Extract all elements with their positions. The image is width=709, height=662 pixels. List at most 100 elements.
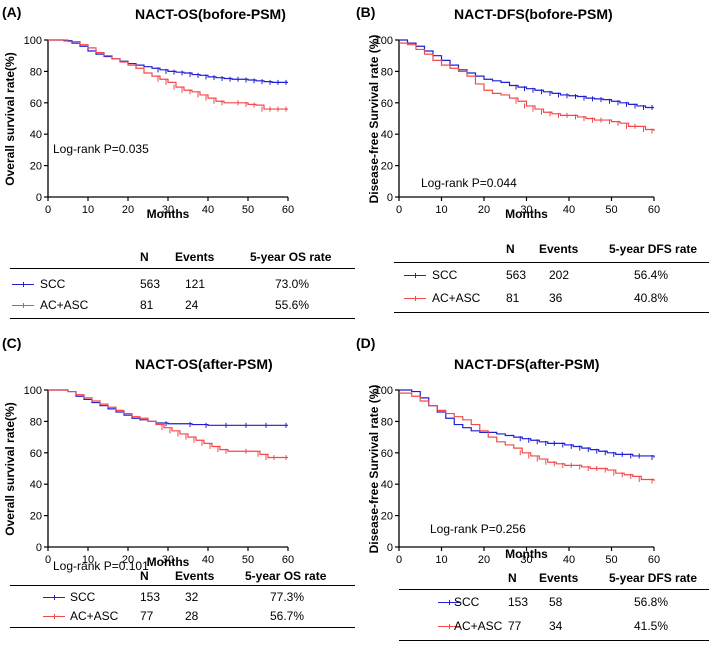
x-tick-label: 20 <box>478 554 490 566</box>
series-scc-line <box>399 389 655 458</box>
legend-censor-mark <box>23 282 25 287</box>
table-cell-rate: 56.4% <box>634 268 669 282</box>
x-axis-label: Months <box>146 207 190 221</box>
y-axis-label: Disease-free Survival rate (%) <box>367 384 381 553</box>
y-tick-label: 40 <box>381 129 393 141</box>
x-tick-label: 20 <box>478 204 490 216</box>
legend-name: SCC <box>432 268 458 282</box>
table-cell-events: 36 <box>549 291 563 305</box>
y-tick-label: 40 <box>30 129 42 141</box>
panel-b: (B) NACT-DFS(bofore-PSM) 0 20 40 60 80 100 0 10 20… <box>354 0 709 331</box>
table-cell-events: 24 <box>185 298 199 312</box>
legend-name: SCC <box>40 277 66 291</box>
y-tick-label: 100 <box>375 385 393 397</box>
y-tick-label: 100 <box>375 35 393 47</box>
table-cell-events: 58 <box>549 595 563 609</box>
chart-title: NACT-DFS(after-PSM) <box>454 356 600 372</box>
table-header-events: Events <box>175 569 215 583</box>
logrank-text: Log-rank P=0.044 <box>421 176 517 190</box>
plot-area: 0 20 40 60 80 100 0 10 20 30 40 50 60 <box>375 385 660 566</box>
table-header-rate: 5-year DFS rate <box>609 571 698 585</box>
table-header-rate: 5-year DFS rate <box>609 242 698 256</box>
table-cell-n: 77 <box>140 609 154 623</box>
x-axis-label: Months <box>146 555 190 569</box>
series-ac-asc-line <box>399 42 655 132</box>
y-tick-label: 60 <box>381 98 393 110</box>
table-header-n: N <box>140 569 149 583</box>
table-header-rate: 5-year OS rate <box>250 250 332 264</box>
y-tick-label: 60 <box>381 448 393 460</box>
x-tick-label: 30 <box>162 204 174 216</box>
x-tick-label: 0 <box>45 204 51 216</box>
table-cell-n: 77 <box>508 619 522 633</box>
x-axis-label: Months <box>505 547 548 561</box>
table-cell-rate: 41.5% <box>634 619 669 633</box>
legend-name: AC+ASC <box>454 619 503 633</box>
y-tick-label: 60 <box>30 98 42 110</box>
legend-censor-mark <box>449 624 451 629</box>
x-tick-label: 50 <box>242 554 254 566</box>
legend-name: AC+ASC <box>40 298 89 312</box>
legend-name: SCC <box>454 595 480 609</box>
table-cell-rate: 40.8% <box>634 291 669 305</box>
table-rule-top <box>399 589 709 590</box>
table-cell-n: 563 <box>506 268 527 282</box>
plot-area: 0 20 40 60 80 100 0 10 20 30 40 50 60 <box>24 35 294 216</box>
table-rule-top <box>394 262 709 263</box>
table-header-rate: 5-year OS rate <box>245 569 327 583</box>
table-header-n: N <box>508 571 517 585</box>
y-axis-label: Overall survival rate(%) <box>3 51 17 186</box>
logrank-text: Log-rank P=0.256 <box>430 522 526 536</box>
legend-censor-mark <box>23 303 25 308</box>
x-tick-label: 30 <box>520 554 532 566</box>
y-axis-label: Disease-free Survival rate (%) <box>367 34 381 203</box>
panel-label: (A) <box>2 4 22 20</box>
chart-title: NACT-DFS(bofore-PSM) <box>454 6 613 22</box>
table-rule-top <box>10 585 355 586</box>
y-tick-label: 100 <box>24 35 42 47</box>
table-header-events: Events <box>539 571 579 585</box>
legend-censor-mark <box>415 273 417 278</box>
table-cell-n: 81 <box>506 291 520 305</box>
x-tick-label: 40 <box>202 554 214 566</box>
x-tick-label: 20 <box>122 554 134 566</box>
y-tick-label: 0 <box>36 192 42 204</box>
table-cell-n: 153 <box>508 595 529 609</box>
table-cell-events: 202 <box>549 268 570 282</box>
x-tick-label: 10 <box>82 204 94 216</box>
table-rule-top <box>10 268 355 269</box>
x-tick-label: 50 <box>605 554 617 566</box>
legend-name: AC+ASC <box>432 291 481 305</box>
y-tick-label: 80 <box>30 66 42 78</box>
table-cell-rate: 56.7% <box>270 609 305 623</box>
x-tick-label: 0 <box>45 554 51 566</box>
table-rule-bottom <box>399 640 709 641</box>
y-tick-label: 80 <box>381 66 393 78</box>
x-tick-label: 50 <box>242 204 254 216</box>
logrank-text: Log-rank P=0.101 <box>53 559 149 573</box>
panel-d: (D) NACT-DFS(after-PSM) 0 20 40 60 80 100 0 10 20 3… <box>354 331 709 662</box>
y-tick-label: 20 <box>30 161 42 173</box>
table-cell-rate: 56.8% <box>634 595 669 609</box>
table-cell-n: 563 <box>140 277 161 291</box>
plot-area: 0 20 40 60 80 100 0 10 20 30 40 50 60 <box>375 35 660 216</box>
panel-label: (B) <box>356 4 376 20</box>
y-tick-label: 0 <box>36 542 42 554</box>
series-ac-asc-line <box>48 39 288 110</box>
series-scc-line <box>48 39 288 83</box>
y-axis-label: Overall survival rate(%) <box>3 401 17 536</box>
y-tick-label: 20 <box>381 161 393 173</box>
legend-censor-mark <box>54 614 56 619</box>
x-tick-label: 0 <box>396 554 402 566</box>
logrank-text: Log-rank P=0.035 <box>53 142 149 156</box>
table-cell-events: 121 <box>185 277 206 291</box>
x-tick-label: 50 <box>605 204 617 216</box>
x-tick-label: 60 <box>648 204 660 216</box>
panel-c: (C) NACT-OS(after-PSM) 0 20 40 60 80 100 0 10 20 30… <box>0 331 355 662</box>
x-tick-label: 40 <box>563 204 575 216</box>
legend-name: AC+ASC <box>70 609 119 623</box>
y-tick-label: 0 <box>387 542 393 554</box>
table-cell-events: 32 <box>185 590 199 604</box>
panel-label: (C) <box>2 335 22 351</box>
x-tick-label: 60 <box>648 554 660 566</box>
